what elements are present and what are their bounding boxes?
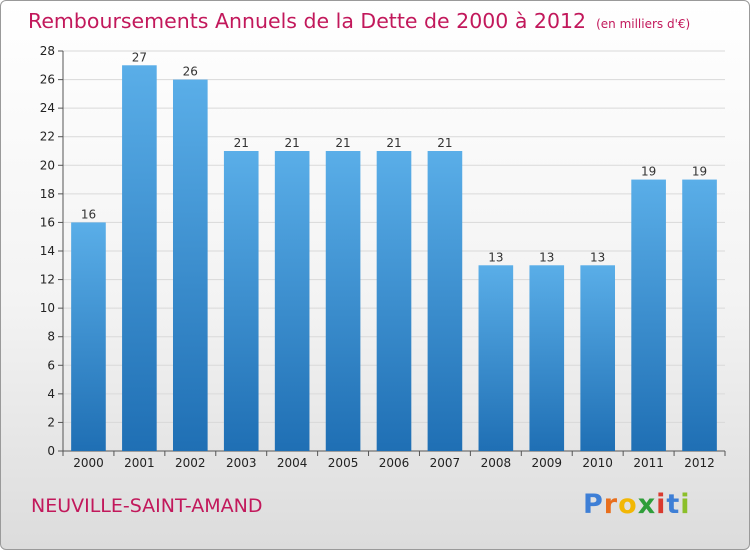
town-name: NEUVILLE-SAINT-AMAND <box>31 495 263 517</box>
x-tick-label: 2010 <box>582 456 613 470</box>
bar-value-label: 13 <box>590 250 605 264</box>
bar-value-label: 13 <box>539 250 554 264</box>
chart-title-text: Remboursements Annuels de la Dette de 20… <box>28 9 587 33</box>
y-tick-label: 12 <box>40 273 55 287</box>
y-tick-label: 10 <box>40 301 55 315</box>
bar <box>427 151 463 451</box>
x-tick-label: 2001 <box>124 456 155 470</box>
bar-value-label: 19 <box>692 165 707 179</box>
y-tick-label: 24 <box>40 101 55 115</box>
y-tick-label: 14 <box>40 244 55 258</box>
bar <box>631 179 666 452</box>
y-tick-label: 20 <box>40 158 55 172</box>
bar <box>376 151 412 451</box>
bar <box>529 265 565 451</box>
x-tick-label: 2008 <box>481 456 512 470</box>
x-tick-label: 2000 <box>73 456 104 470</box>
x-tick-label: 2006 <box>379 456 410 470</box>
chart-title: Remboursements Annuels de la Dette de 20… <box>28 9 690 33</box>
logo-letter: x <box>637 489 657 520</box>
logo-letter: P <box>583 489 604 520</box>
logo-letter: i <box>680 489 691 520</box>
bar-value-label: 21 <box>386 136 401 150</box>
bar-value-label: 21 <box>285 136 300 150</box>
proxiti-logo: Proxiti <box>583 489 691 520</box>
logo-letter: i <box>656 489 667 520</box>
x-tick-label: 2002 <box>175 456 206 470</box>
y-tick-label: 8 <box>47 330 55 344</box>
x-tick-label: 2004 <box>277 456 308 470</box>
bar-value-label: 21 <box>335 136 350 150</box>
bar-value-label: 27 <box>132 50 147 64</box>
bar <box>325 151 361 451</box>
logo-letter: r <box>603 489 619 520</box>
x-tick-label: 2003 <box>226 456 257 470</box>
bar <box>71 222 106 451</box>
bar <box>580 265 616 451</box>
logo-letter: t <box>666 489 681 520</box>
bar-value-label: 13 <box>488 250 503 264</box>
y-tick-label: 0 <box>47 444 55 458</box>
bar-value-label: 26 <box>183 65 198 79</box>
chart-unit: (en milliers d'€) <box>596 17 691 31</box>
bar-value-label: 16 <box>81 207 96 221</box>
y-tick-label: 28 <box>40 44 55 58</box>
bar-value-label: 19 <box>641 165 656 179</box>
bar <box>274 151 310 451</box>
bar <box>682 179 717 452</box>
y-tick-label: 6 <box>47 358 55 372</box>
y-tick-label: 2 <box>47 415 55 429</box>
x-tick-label: 2011 <box>633 456 664 470</box>
y-tick-label: 16 <box>40 215 55 229</box>
y-tick-label: 4 <box>47 387 55 401</box>
bar <box>172 79 208 452</box>
y-tick-label: 22 <box>40 130 55 144</box>
logo-letter: o <box>618 489 638 520</box>
bar-value-label: 21 <box>234 136 249 150</box>
y-tick-label: 26 <box>40 73 55 87</box>
x-tick-label: 2009 <box>531 456 562 470</box>
bar <box>122 65 157 452</box>
x-tick-label: 2005 <box>328 456 359 470</box>
y-tick-label: 18 <box>40 187 55 201</box>
x-tick-label: 2007 <box>430 456 461 470</box>
x-tick-label: 2012 <box>684 456 715 470</box>
bar <box>478 265 514 451</box>
bar <box>223 151 259 451</box>
bar-value-label: 21 <box>437 136 452 150</box>
